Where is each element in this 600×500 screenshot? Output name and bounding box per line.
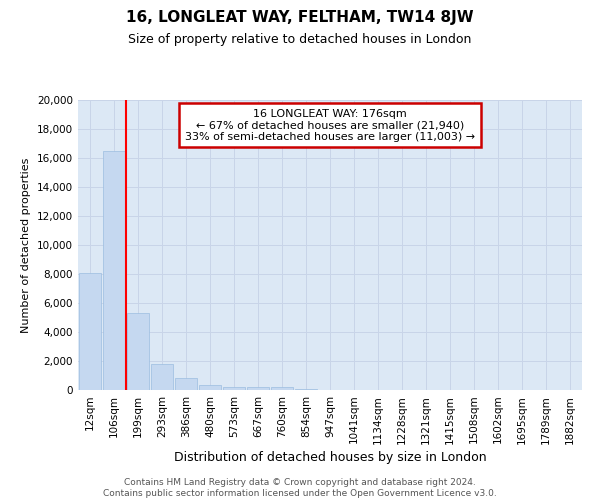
- Bar: [151, 364, 173, 390]
- Bar: [271, 387, 293, 390]
- X-axis label: Distribution of detached houses by size in London: Distribution of detached houses by size …: [173, 450, 487, 464]
- Bar: [175, 378, 197, 390]
- Bar: [247, 387, 269, 390]
- Bar: [79, 272, 101, 390]
- Bar: [223, 387, 245, 390]
- Bar: [127, 313, 149, 390]
- Bar: [199, 385, 221, 390]
- Text: Contains HM Land Registry data © Crown copyright and database right 2024.
Contai: Contains HM Land Registry data © Crown c…: [103, 478, 497, 498]
- Text: 16, LONGLEAT WAY, FELTHAM, TW14 8JW: 16, LONGLEAT WAY, FELTHAM, TW14 8JW: [126, 10, 474, 25]
- Y-axis label: Number of detached properties: Number of detached properties: [22, 158, 31, 332]
- Text: 16 LONGLEAT WAY: 176sqm
← 67% of detached houses are smaller (21,940)
33% of sem: 16 LONGLEAT WAY: 176sqm ← 67% of detache…: [185, 108, 475, 142]
- Bar: [103, 151, 125, 390]
- Text: Size of property relative to detached houses in London: Size of property relative to detached ho…: [128, 32, 472, 46]
